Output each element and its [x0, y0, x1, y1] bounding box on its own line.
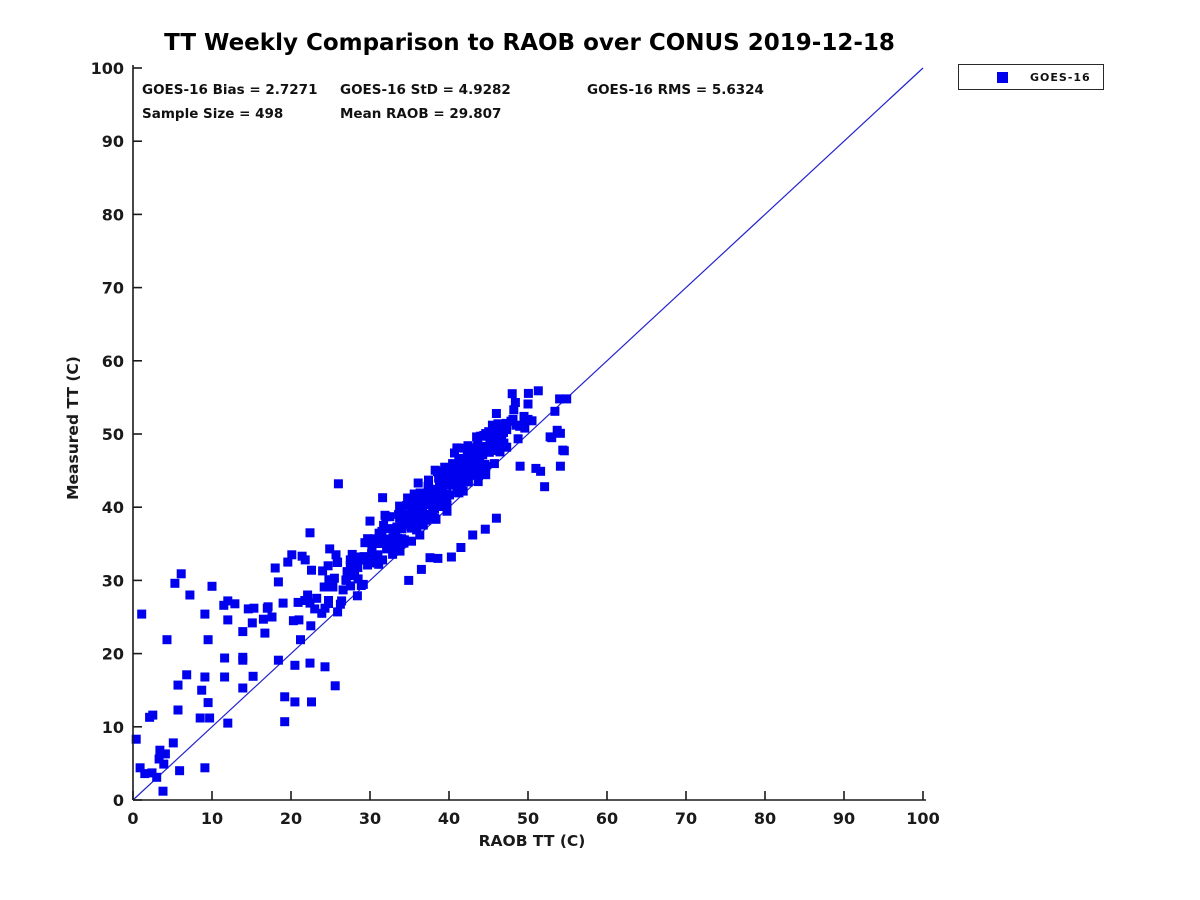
x-tick-label: 40 — [438, 809, 460, 828]
scatter-points — [131, 386, 572, 796]
x-tick-label: 90 — [833, 809, 855, 828]
y-tick-label: 90 — [102, 132, 124, 151]
stat-std: GOES-16 StD = 4.9282 — [340, 82, 511, 98]
y-tick-label: 30 — [102, 571, 124, 590]
x-tick-label: 50 — [517, 809, 539, 828]
stat-rms: GOES-16 RMS = 5.6324 — [587, 82, 764, 98]
stat-sample-size: Sample Size = 498 — [142, 106, 284, 122]
identity-line — [132, 67, 924, 801]
x-tick-label: 0 — [127, 809, 138, 828]
legend-series-label: GOES-16 — [1030, 70, 1091, 84]
y-axis-label: Measured TT (C) — [64, 356, 82, 500]
chart-title: TT Weekly Comparison to RAOB over CONUS … — [164, 30, 895, 56]
y-tick-label: 40 — [102, 498, 124, 517]
x-tick-label: 80 — [754, 809, 776, 828]
y-tick-label: 60 — [102, 352, 124, 371]
x-tick-label: 60 — [596, 809, 618, 828]
y-tick-label: 70 — [102, 279, 124, 298]
y-tick-label: 50 — [102, 425, 124, 444]
y-tick-label: 20 — [102, 645, 124, 664]
stat-mean-raob: Mean RAOB = 29.807 — [340, 106, 502, 122]
legend-marker-square-icon — [997, 71, 1008, 83]
x-tick-label: 30 — [359, 809, 381, 828]
x-tick-label: 100 — [906, 809, 939, 828]
x-tick-label: 20 — [280, 809, 302, 828]
y-tick-label: 100 — [91, 59, 124, 78]
x-tick-label: 10 — [201, 809, 223, 828]
y-tick-label: 10 — [102, 718, 124, 737]
x-tick-label: 70 — [675, 809, 697, 828]
x-axis-label: RAOB TT (C) — [478, 832, 586, 850]
y-tick-label: 80 — [102, 205, 124, 224]
stat-bias: GOES-16 Bias = 2.7271 — [142, 82, 318, 98]
legend-box: GOES-16 — [958, 64, 1104, 90]
y-tick-label: 0 — [113, 791, 124, 810]
